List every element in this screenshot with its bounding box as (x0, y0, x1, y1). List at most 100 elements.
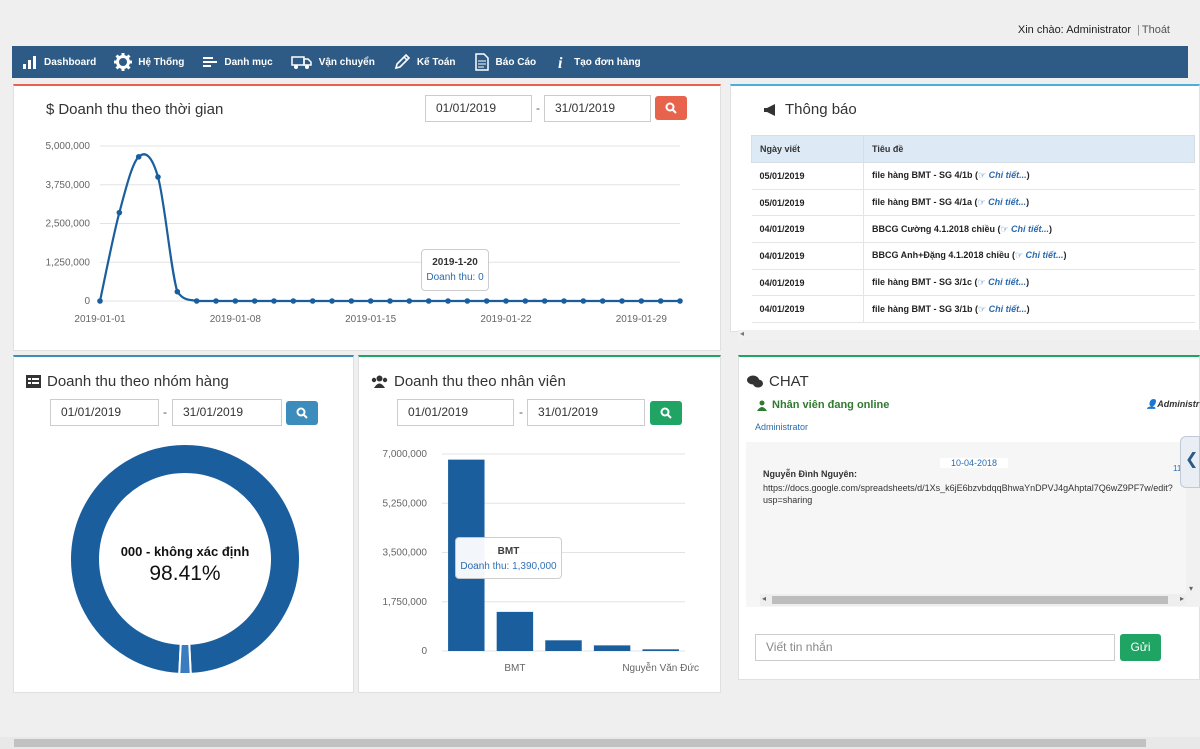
donut-slice (178, 642, 192, 676)
data-point (638, 298, 645, 304)
page-hscroll-thumb[interactable] (14, 739, 1146, 747)
data-point (309, 298, 316, 304)
bar (545, 640, 582, 651)
notice-close-paren: ) (1026, 197, 1030, 208)
chat-message-area (746, 442, 1186, 607)
data-point (135, 154, 142, 160)
group-from-date-input[interactable]: 01/01/2019 (50, 399, 159, 426)
data-point (348, 298, 355, 304)
data-point (251, 298, 258, 304)
revenue-staff-title: Doanh thu theo nhân viên (371, 373, 566, 390)
user-icon: 👤 (1146, 399, 1158, 409)
scroll-left-arrow-icon[interactable]: ◂ (762, 594, 767, 603)
data-point (271, 298, 277, 304)
nav-van-chuyen[interactable]: Vận chuyển (290, 54, 375, 70)
notice-detail-link[interactable]: ☞ Chi tiết... (1000, 223, 1050, 234)
table-row: 04/01/2019 BBCG Anh+Đặng 4.1.2018 chiều (… (751, 242, 1195, 270)
data-point (580, 298, 587, 304)
notice-close-paren: ) (1026, 303, 1030, 314)
list-icon (203, 57, 218, 67)
tooltip-value: Doanh thu: 1,390,000 (460, 561, 557, 572)
online-user-link[interactable]: Administrator (755, 422, 809, 432)
data-point (213, 298, 219, 304)
time-to-date-input[interactable]: 31/01/2019 (544, 95, 651, 122)
truck-icon (290, 56, 312, 69)
notice-table: Ngày viết Tiêu đề 05/01/2019 file hàng BM… (751, 135, 1195, 324)
data-point (329, 298, 335, 304)
data-point (541, 298, 548, 304)
revenue-group-donut-chart (69, 443, 301, 676)
bar (496, 611, 534, 651)
revenue-line (98, 153, 680, 303)
main-navbar: Dashboard Hệ Thống Danh mục Vận chuyển K… (12, 46, 1188, 78)
chat-date-label: 10-04-2018 (940, 458, 1008, 468)
nav-he-thong[interactable]: Hệ Thống (114, 53, 184, 71)
scroll-right-arrow-icon[interactable]: ▸ (1179, 594, 1184, 603)
notice-detail-link[interactable]: ☞ Chi tiết... (1014, 250, 1064, 261)
nav-label: Vận chuyển (318, 56, 375, 68)
group-search-button[interactable] (286, 401, 318, 425)
chevron-left-icon[interactable]: ❮ (1185, 451, 1199, 468)
time-from-date-input[interactable]: 01/01/2019 (425, 95, 532, 122)
notice-detail-link[interactable]: ☞ Chi tiết... (978, 170, 1027, 181)
scroll-down-arrow-icon[interactable]: ▾ (1189, 584, 1194, 593)
x-tick-label: 2019-01-08 (210, 314, 262, 325)
notice-detail-link[interactable]: ☞ Chi tiết... (978, 303, 1027, 314)
revenue-time-title: $ Doanh thu theo thời gian (46, 101, 223, 118)
chat-send-button[interactable]: Gửi (1120, 634, 1161, 661)
y-tick-label: 3,500,000 (383, 548, 428, 559)
x-tick-label: BMT (504, 663, 525, 674)
table-row: 04/01/2019 file hàng BMT - SG 3/1b (☞ Chi… (751, 295, 1195, 324)
staff-to-date-input[interactable]: 31/01/2019 (527, 399, 645, 426)
chat-message-line2: usp=sharing (763, 495, 813, 505)
nav-label: Tạo đơn hàng (574, 56, 641, 68)
data-point (290, 298, 297, 304)
y-tick-label: 3,750,000 (46, 180, 91, 191)
line-chart-tooltip: 2019-1-20 Doanh thu: 0 (421, 249, 489, 291)
notice-detail-link[interactable]: ☞ Chi tiết... (977, 197, 1027, 208)
search-icon (665, 102, 677, 114)
nav-danh-muc[interactable]: Danh mục (202, 55, 273, 69)
group-to-date-input[interactable]: 31/01/2019 (172, 399, 282, 426)
panel-title-text: Doanh thu theo nhóm hàng (47, 373, 229, 390)
notice-date: 05/01/2019 (751, 189, 864, 217)
bar (642, 649, 679, 651)
dollar-icon: $ (46, 101, 55, 118)
staff-search-button[interactable] (650, 401, 682, 425)
scroll-left-arrow-icon[interactable]: ◂ (740, 329, 745, 338)
chat-hscrollbar[interactable]: ◂ ▸ (760, 594, 1186, 606)
page-hscrollbar[interactable] (0, 737, 1200, 749)
tooltip-title: 2019-1-20 (432, 257, 478, 268)
notice-scrollbar[interactable]: ◂ (738, 329, 1200, 340)
logout-link[interactable]: Thoát (1141, 24, 1170, 36)
chat-message-input[interactable]: Viết tin nhắn (755, 634, 1115, 661)
revenue-time-line-chart: 5,000,000 3,750,000 2,500,000 1,250,000 0 201… (46, 141, 683, 325)
tooltip-value: Doanh thu: 0 (426, 272, 484, 283)
chat-collapse-tab[interactable]: ❮ (1180, 436, 1200, 488)
notice-title: file hàng BMT - SG 4/1b (☞ Chi tiết...) (863, 162, 1195, 190)
user-greeting: Xin chào: Administrator | Thoát (1018, 24, 1170, 36)
bar-chart-icon (23, 56, 36, 69)
date-range-dash: - (536, 101, 540, 115)
document-icon (474, 53, 489, 71)
table-row: 04/01/2019 BBCG Cường 4.1.2018 chiều (☞ C… (751, 215, 1195, 244)
notice-date: 05/01/2019 (751, 162, 864, 190)
notice-detail-link[interactable]: ☞ Chi tiết... (977, 277, 1027, 288)
nav-ke-toan[interactable]: Kế Toán (393, 53, 456, 71)
chat-hscroll-thumb[interactable] (772, 596, 1168, 604)
x-tick-label: 2019-01-22 (480, 314, 532, 325)
time-search-button[interactable] (655, 96, 687, 120)
notice-title: file hàng BMT - SG 3/1c (☞ Chi tiết...) (863, 269, 1195, 297)
nav-tao-don-hang[interactable]: i Tạo đơn hàng (554, 53, 641, 71)
y-tick-label: 2,500,000 (46, 219, 91, 230)
data-point (503, 298, 509, 304)
pencil-icon (394, 53, 410, 70)
bullhorn-icon (764, 103, 775, 116)
nav-bao-cao[interactable]: Báo Cáo (474, 53, 536, 71)
data-point (367, 298, 374, 304)
nav-dashboard[interactable]: Dashboard (22, 55, 96, 69)
staff-from-date-input[interactable]: 01/01/2019 (397, 399, 514, 426)
notice-title-text: file hàng BMT - SG 4/1a ( (872, 197, 978, 208)
notice-date: 04/01/2019 (751, 215, 864, 244)
notice-close-paren: ) (1049, 223, 1053, 234)
